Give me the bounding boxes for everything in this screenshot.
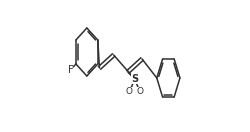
Text: O: O: [126, 88, 132, 96]
Text: O: O: [136, 88, 143, 96]
Text: S: S: [130, 74, 138, 84]
Text: F: F: [67, 65, 73, 75]
